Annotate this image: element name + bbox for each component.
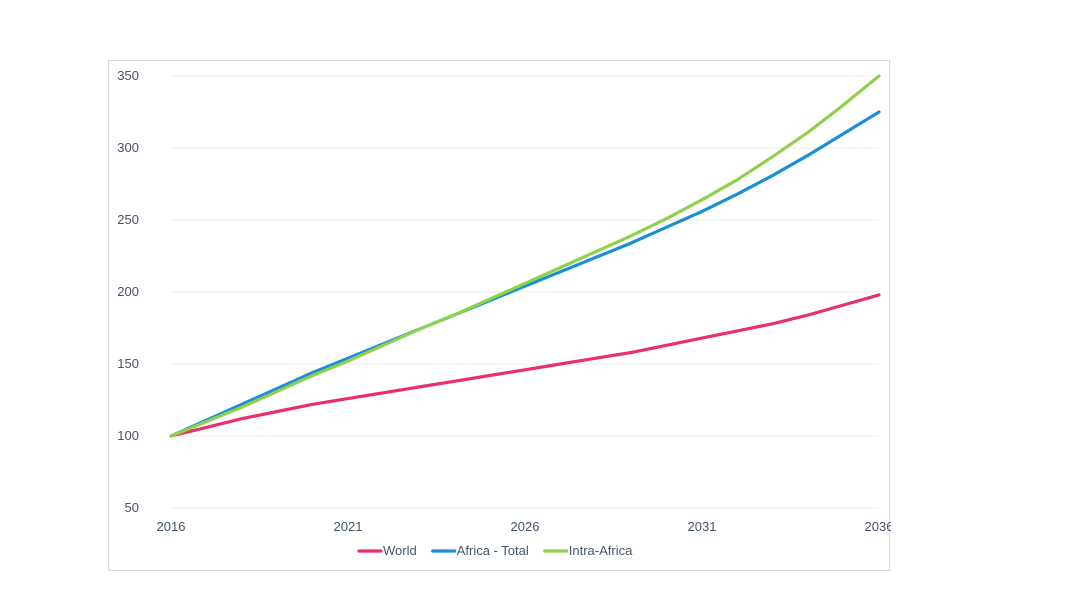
x-tick-label: 2016 [157,519,186,534]
x-axis-ticks: 2016 2021 2026 2031 2036 [157,519,891,534]
x-tick-label: 2036 [865,519,891,534]
legend-label: Africa - Total [457,543,529,558]
legend: World Africa - Total Intra-Africa [357,543,633,558]
gridlines [171,75,879,509]
x-tick-label: 2031 [688,519,717,534]
y-tick-label: 350 [117,68,139,83]
legend-label: World [383,543,417,558]
series-line-world [169,293,881,438]
y-tick-label: 100 [117,428,139,443]
x-tick-label: 2021 [334,519,363,534]
series-line-intra-africa [169,74,881,438]
series-line-africa-total [169,110,881,438]
y-tick-label: 200 [117,284,139,299]
y-axis-ticks: 50 100 150 200 250 300 350 [117,68,139,515]
y-tick-label: 50 [125,500,139,515]
y-tick-label: 150 [117,356,139,371]
chart-frame: 50 100 150 200 250 300 350 2016 2021 2026 2031 203… [108,60,891,571]
y-tick-label: 300 [117,140,139,155]
y-tick-label: 250 [117,212,139,227]
legend-label: Intra-Africa [569,543,633,558]
series-lines [169,74,881,438]
line-chart: 50 100 150 200 250 300 350 2016 2021 2026 2031 203… [117,68,891,558]
x-tick-label: 2026 [511,519,540,534]
